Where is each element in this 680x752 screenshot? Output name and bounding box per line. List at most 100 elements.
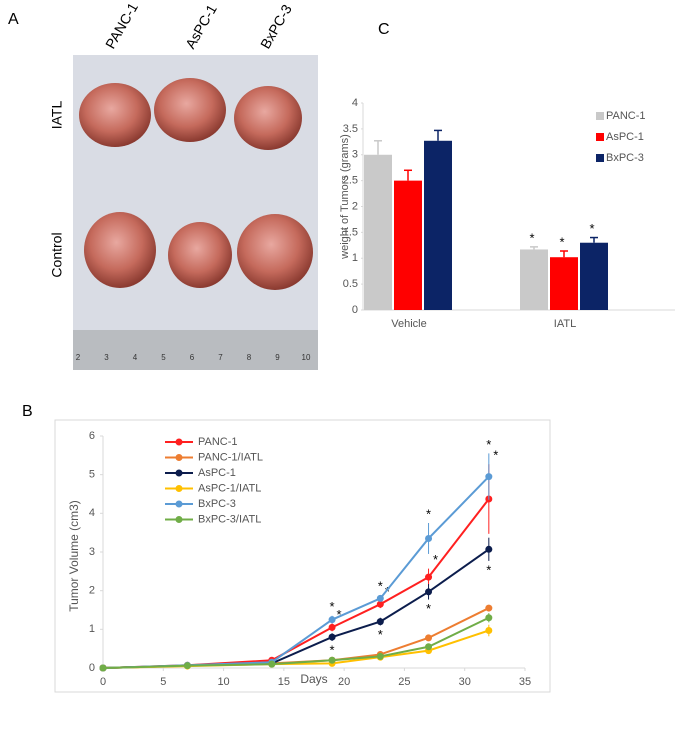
point bbox=[376, 594, 384, 602]
legend-swatch bbox=[596, 154, 604, 162]
x-tick-label: 35 bbox=[519, 676, 531, 688]
significance-mark: * bbox=[378, 627, 383, 642]
y-tick-label: 1 bbox=[352, 252, 358, 264]
panel-label: B bbox=[22, 403, 33, 420]
ruler-label: 6 bbox=[190, 353, 195, 362]
ruler-label: 3 bbox=[104, 353, 109, 362]
legend-label: BxPC-3 bbox=[198, 498, 236, 510]
legend-label: AsPC-1/IATL bbox=[198, 482, 261, 494]
panel-label: C bbox=[378, 21, 390, 38]
x-tick-label: 20 bbox=[338, 676, 350, 688]
y-tick-label: 1 bbox=[89, 623, 95, 635]
y-tick-label: 2 bbox=[352, 200, 358, 212]
legend-label: PANC-1 bbox=[198, 436, 238, 448]
significance-mark: * bbox=[589, 221, 594, 236]
chart-frame bbox=[54, 419, 551, 693]
legend-label: AsPC-1 bbox=[606, 131, 644, 143]
row-label: Control bbox=[49, 232, 65, 277]
legend-marker bbox=[175, 469, 183, 477]
point bbox=[328, 633, 336, 641]
y-axis-title: weight of Tumors (grams) bbox=[339, 134, 351, 260]
x-tick-label: 15 bbox=[278, 676, 290, 688]
point bbox=[328, 616, 336, 624]
series-line bbox=[102, 616, 490, 669]
panel-label: A bbox=[8, 11, 19, 28]
bar bbox=[550, 257, 578, 310]
x-tick-label: 0 bbox=[100, 676, 106, 688]
significance-mark: * bbox=[433, 552, 438, 567]
point bbox=[425, 534, 433, 542]
legend-marker bbox=[175, 516, 183, 523]
column-label: PANC-1 bbox=[102, 0, 141, 51]
significance-mark: * bbox=[337, 607, 342, 622]
legend-label: AsPC-1 bbox=[198, 467, 236, 479]
y-tick-label: 3 bbox=[352, 149, 358, 161]
point bbox=[485, 473, 493, 481]
point bbox=[376, 618, 384, 626]
significance-mark: * bbox=[529, 230, 534, 245]
point bbox=[328, 623, 336, 631]
y-tick-label: 2.5 bbox=[343, 175, 358, 187]
x-axis-title: Days bbox=[300, 672, 327, 686]
y-tick-label: 5 bbox=[89, 469, 95, 481]
row-label: IATL bbox=[49, 101, 65, 130]
x-tick-label: 10 bbox=[217, 676, 229, 688]
y-tick-label: 4 bbox=[89, 507, 95, 519]
significance-mark: * bbox=[426, 506, 431, 521]
point bbox=[328, 656, 336, 664]
y-tick-label: 2 bbox=[89, 585, 95, 597]
ruler-label: 5 bbox=[161, 353, 166, 362]
ruler-label: 9 bbox=[275, 353, 280, 362]
legend-swatch bbox=[596, 112, 604, 120]
ruler-label: 4 bbox=[133, 353, 138, 362]
legend-marker bbox=[175, 485, 183, 492]
series-line bbox=[102, 498, 490, 669]
y-tick-label: 6 bbox=[89, 430, 95, 442]
significance-mark: * bbox=[378, 579, 383, 594]
ruler-label: 10 bbox=[302, 353, 311, 362]
bar bbox=[424, 140, 452, 310]
point bbox=[376, 600, 384, 608]
bar bbox=[580, 242, 608, 310]
y-tick-label: 4 bbox=[352, 97, 358, 109]
ruler-label: 2 bbox=[76, 353, 81, 362]
x-tick-label: IATL bbox=[554, 318, 576, 330]
legend-label: PANC-1/IATL bbox=[198, 451, 263, 463]
significance-mark: * bbox=[486, 437, 491, 452]
legend-label: BxPC-3 bbox=[606, 152, 644, 164]
point bbox=[268, 660, 276, 668]
significance-mark: * bbox=[493, 448, 498, 463]
legend-label: BxPC-3/IATL bbox=[198, 513, 261, 525]
point bbox=[183, 662, 191, 670]
y-tick-label: 0 bbox=[352, 304, 358, 316]
significance-mark: * bbox=[426, 601, 431, 616]
bar bbox=[394, 180, 422, 310]
column-label: AsPC-1 bbox=[182, 1, 220, 51]
x-tick-label: 25 bbox=[398, 676, 410, 688]
bar bbox=[364, 154, 392, 310]
legend-marker bbox=[175, 438, 183, 446]
legend-swatch bbox=[596, 133, 604, 141]
y-tick-label: 3 bbox=[89, 546, 95, 558]
bar bbox=[520, 249, 548, 310]
point bbox=[485, 604, 493, 612]
x-tick-label: Vehicle bbox=[391, 318, 426, 330]
point bbox=[425, 643, 433, 651]
point bbox=[376, 652, 384, 660]
column-label: BxPC-3 bbox=[257, 1, 295, 51]
significance-mark: * bbox=[330, 642, 335, 657]
y-axis-title: Tumor Volume (cm3) bbox=[67, 500, 81, 612]
point bbox=[485, 545, 493, 553]
y-tick-label: 1.5 bbox=[343, 226, 358, 238]
point bbox=[485, 626, 493, 634]
point bbox=[425, 588, 433, 596]
point bbox=[425, 573, 433, 581]
significance-mark: * bbox=[330, 599, 335, 614]
y-tick-label: 0.5 bbox=[343, 278, 358, 290]
x-tick-label: 5 bbox=[160, 676, 166, 688]
point bbox=[99, 664, 107, 672]
x-tick-label: 30 bbox=[459, 676, 471, 688]
y-tick-label: 3.5 bbox=[343, 123, 358, 135]
